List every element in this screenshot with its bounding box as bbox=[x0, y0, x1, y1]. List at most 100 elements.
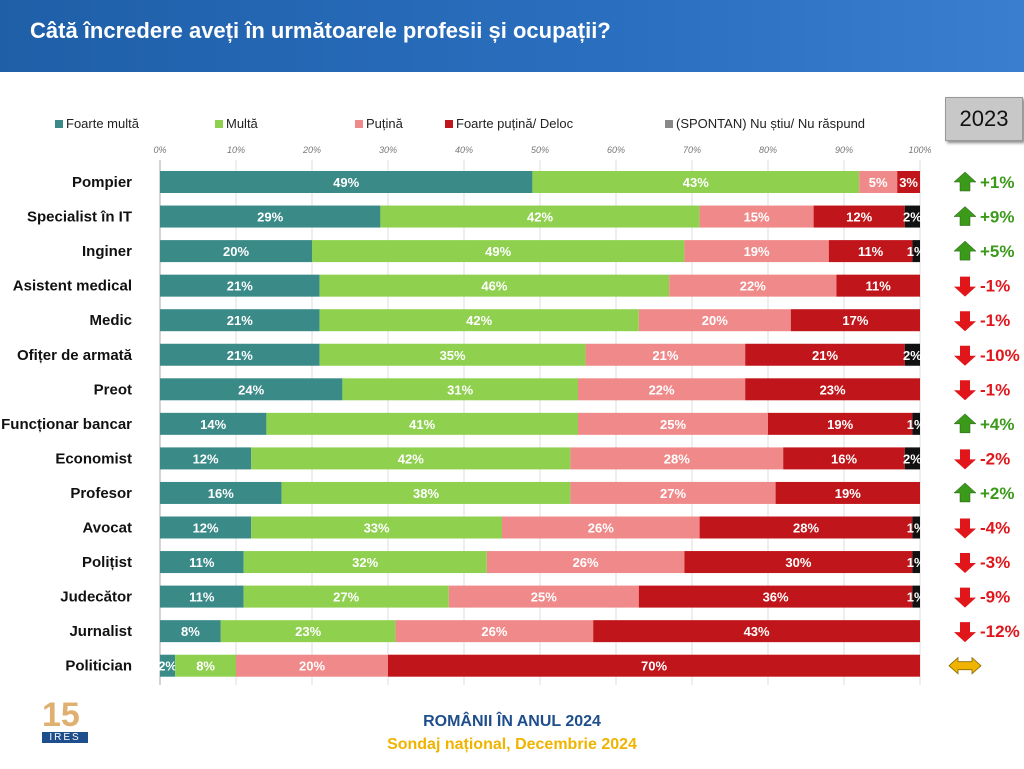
data-label: 2% bbox=[903, 348, 922, 363]
bar-segment bbox=[783, 447, 905, 470]
data-label: 38% bbox=[413, 486, 439, 501]
bar-segment bbox=[160, 447, 252, 470]
category-label: Pompier bbox=[72, 174, 132, 191]
legend-label: Foarte puțină/ Deloc bbox=[456, 116, 574, 131]
bar-segment bbox=[745, 343, 905, 366]
bar-segment bbox=[912, 551, 920, 574]
category-label: Funcționar bancar bbox=[1, 416, 132, 433]
data-label: 27% bbox=[333, 590, 359, 605]
data-label: 43% bbox=[683, 175, 709, 190]
bar-segment bbox=[745, 378, 920, 401]
arrow-down-icon bbox=[954, 449, 976, 470]
data-label: 20% bbox=[702, 313, 728, 328]
legend-swatch bbox=[55, 119, 63, 128]
bar-segment bbox=[160, 481, 282, 504]
bar-segment bbox=[775, 481, 920, 504]
x-tick-label: 50% bbox=[531, 145, 549, 155]
bar-segment bbox=[395, 620, 594, 643]
bar-segment bbox=[160, 551, 244, 574]
data-label: 20% bbox=[223, 244, 249, 259]
data-label: 21% bbox=[227, 313, 253, 328]
bar-segment bbox=[236, 654, 388, 677]
legend-swatch bbox=[215, 119, 223, 128]
arrow-down-icon bbox=[954, 587, 976, 608]
bar-segment bbox=[912, 412, 920, 435]
arrow-both-icon bbox=[948, 656, 982, 675]
legend-label: Puțină bbox=[366, 116, 403, 131]
category-label: Medic bbox=[89, 312, 132, 329]
x-tick-label: 80% bbox=[759, 145, 777, 155]
arrow-down-icon bbox=[954, 311, 976, 332]
footer-subtitle: Sondaj național, Decembrie 2024 bbox=[387, 736, 637, 753]
x-tick-label: 0% bbox=[153, 145, 166, 155]
data-label: 2% bbox=[158, 659, 177, 674]
bar-segment bbox=[578, 378, 746, 401]
category-label: Avocat bbox=[83, 520, 132, 537]
data-label: 24% bbox=[238, 382, 264, 397]
arrow-up-icon bbox=[953, 206, 977, 226]
data-label: 11% bbox=[189, 555, 215, 570]
bar-segment bbox=[160, 343, 320, 366]
data-label: 21% bbox=[812, 348, 838, 363]
x-tick-label: 10% bbox=[227, 145, 245, 155]
bar-segment bbox=[684, 551, 913, 574]
bar-segment bbox=[160, 274, 320, 297]
data-label: 19% bbox=[744, 244, 770, 259]
data-label: 12% bbox=[846, 210, 872, 225]
x-tick-label: 60% bbox=[607, 145, 625, 155]
bar-segment bbox=[813, 205, 905, 228]
category-label: Preot bbox=[94, 381, 132, 398]
category-label: Profesor bbox=[70, 485, 132, 502]
bar-segment bbox=[699, 205, 814, 228]
bar-segment bbox=[897, 171, 920, 193]
legend-label: Foarte multă bbox=[66, 116, 139, 131]
data-label: 1% bbox=[907, 590, 926, 605]
bar-segment bbox=[160, 205, 381, 228]
x-tick-label: 70% bbox=[683, 145, 701, 155]
data-label: 21% bbox=[227, 279, 253, 294]
data-label: 1% bbox=[907, 417, 926, 432]
data-label: 26% bbox=[573, 555, 599, 570]
data-label: 11% bbox=[858, 244, 884, 259]
legend-label: (SPONTAN) Nu știu/ Nu răspund bbox=[676, 116, 866, 131]
bar-segment bbox=[342, 378, 578, 401]
data-label: 21% bbox=[652, 348, 678, 363]
bar-segment bbox=[669, 274, 837, 297]
data-label: 43% bbox=[744, 624, 770, 639]
data-label: 16% bbox=[831, 451, 857, 466]
bar-segment bbox=[243, 585, 449, 608]
x-tick-label: 40% bbox=[455, 145, 473, 155]
data-label: 29% bbox=[257, 210, 283, 225]
legend-swatch bbox=[445, 119, 453, 128]
bar-segment bbox=[266, 412, 578, 435]
change-label: +1% bbox=[980, 173, 1015, 192]
data-label: 26% bbox=[481, 624, 507, 639]
change-label: -4% bbox=[980, 519, 1010, 538]
legend-item: Puțină bbox=[355, 116, 403, 131]
data-label: 46% bbox=[481, 279, 507, 294]
data-label: 21% bbox=[227, 348, 253, 363]
data-label: 2% bbox=[903, 210, 922, 225]
category-label: Polițist bbox=[82, 554, 132, 571]
data-label: 1% bbox=[907, 521, 926, 536]
bar-segment bbox=[319, 309, 639, 332]
logo-text: IRES bbox=[42, 732, 88, 743]
arrow-up-icon bbox=[953, 171, 977, 192]
data-label: 5% bbox=[869, 175, 888, 190]
change-label: -1% bbox=[980, 277, 1010, 296]
data-label: 19% bbox=[835, 486, 861, 501]
change-label: +2% bbox=[980, 484, 1015, 503]
bar-segment bbox=[502, 516, 700, 539]
bar-segment bbox=[380, 205, 700, 228]
data-label: 2% bbox=[903, 451, 922, 466]
legend-item: Multă bbox=[215, 116, 258, 131]
bar-segment bbox=[859, 171, 898, 193]
data-label: 36% bbox=[763, 590, 789, 605]
category-label: Judecător bbox=[60, 589, 132, 606]
x-tick-label: 90% bbox=[835, 145, 853, 155]
bar-segment bbox=[578, 412, 768, 435]
data-label: 70% bbox=[641, 659, 667, 674]
data-label: 25% bbox=[660, 417, 686, 432]
bar-segment bbox=[836, 274, 920, 297]
bar-segment bbox=[448, 585, 639, 608]
